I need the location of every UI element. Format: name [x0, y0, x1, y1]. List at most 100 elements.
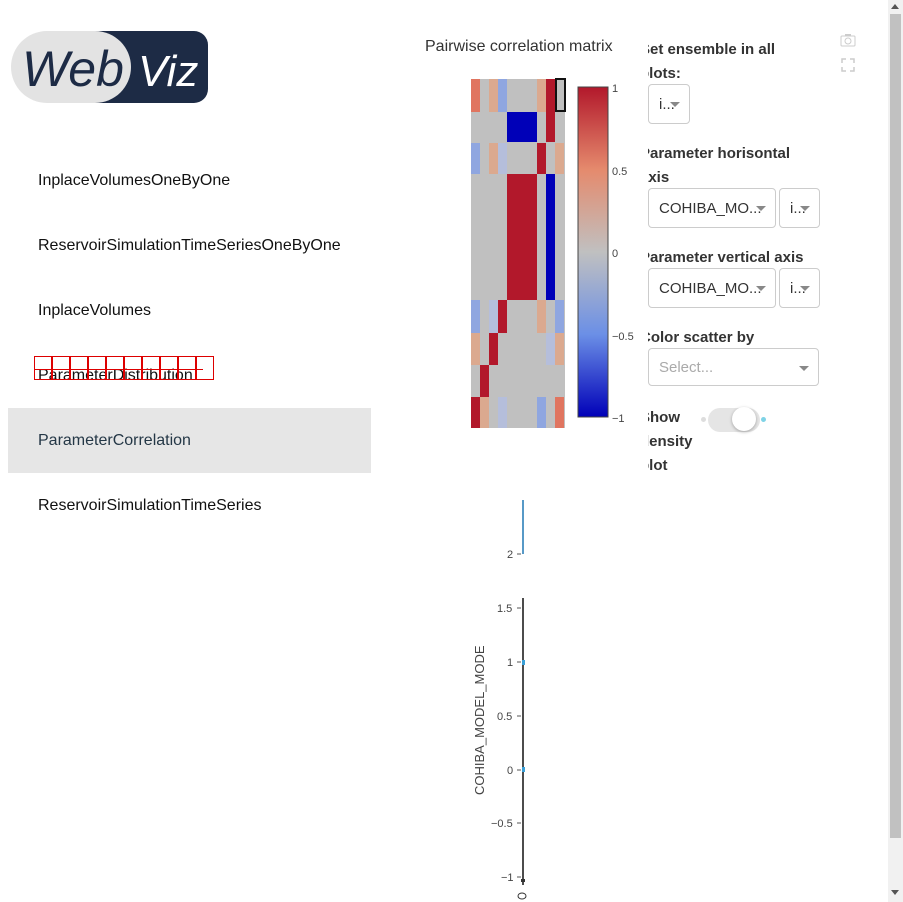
heatmap-cell[interactable] — [546, 174, 555, 300]
heatmap-cell[interactable] — [480, 365, 489, 397]
page-scrollbar[interactable] — [888, 0, 903, 902]
chevron-down-icon — [800, 286, 810, 291]
chevron-down-icon — [799, 366, 809, 371]
heatmap-cell[interactable] — [537, 143, 546, 174]
scatter-plot[interactable]: 2 1.5 1 0.5 0 −0.5 −1 COHIBA_MODEL_MODE — [470, 495, 540, 902]
y-tick-label: 1.5 — [497, 603, 512, 615]
sidebar-item-reservoir-sim[interactable]: ReservoirSimulationTimeSeries — [8, 473, 371, 538]
heatmap-cell[interactable] — [546, 112, 555, 142]
heatmap-cell[interactable] — [471, 143, 480, 174]
vertical-parameter-select[interactable]: COHIBA_MO... — [648, 268, 776, 308]
chevron-down-icon — [670, 102, 680, 107]
heatmap-cell[interactable] — [546, 79, 555, 112]
heatmap-cell[interactable] — [471, 79, 480, 112]
scroll-up-icon[interactable] — [891, 4, 899, 9]
heatmap-cell[interactable] — [537, 300, 546, 333]
heatmap-cell[interactable] — [489, 79, 498, 112]
sidebar-item-label: ReservoirSimulationTimeSeries — [38, 496, 262, 514]
debug-strike-line — [34, 368, 203, 370]
webviz-logo: Web Viz — [11, 31, 208, 103]
vertical-parameter-value: COHIBA_MO... — [659, 279, 762, 297]
colorbar-tick-label: 1 — [612, 84, 618, 95]
heatmap-cell[interactable] — [489, 143, 498, 174]
sidebar-item-label: InplaceVolumes — [38, 301, 151, 319]
y-tick-label: 0 — [507, 765, 513, 777]
fullscreen-icon[interactable] — [840, 57, 856, 73]
vertical-ensemble-select[interactable]: i... — [779, 268, 820, 308]
scrollbar-thumb[interactable] — [890, 14, 901, 838]
density-plot-toggle[interactable] — [708, 407, 760, 432]
heatmap-cell[interactable] — [489, 300, 498, 333]
heatmap-cell[interactable] — [546, 333, 555, 365]
horizontal-parameter-value: COHIBA_MO... — [659, 199, 762, 217]
y-tick-label: −1 — [501, 872, 514, 884]
scroll-down-icon[interactable] — [891, 890, 899, 895]
heatmap-cell[interactable] — [480, 79, 489, 112]
sidebar-item-inplace-volumes-onebyone[interactable]: InplaceVolumesOneByOne — [8, 148, 371, 213]
y-tick-label: 1 — [507, 657, 513, 669]
ensemble-select-value: i... — [659, 95, 675, 113]
heatmap-cell[interactable] — [555, 397, 564, 428]
chevron-down-icon — [756, 206, 766, 211]
toggle-off-dot — [701, 417, 706, 422]
colorbar-tick-label: 0.5 — [612, 166, 627, 178]
sidebar-item-reservoir-sim-onebyone[interactable]: ReservoirSimulationTimeSeriesOneByOne — [8, 213, 371, 278]
heatmap-cell[interactable] — [498, 300, 507, 333]
density-plot-label: Show density plot — [648, 409, 693, 474]
heatmap-cell[interactable] — [498, 143, 507, 174]
color-scatter-label: Color scatter by — [648, 329, 755, 346]
ensemble-select[interactable]: i... — [648, 84, 690, 124]
y-tick-label: 0.5 — [497, 711, 512, 723]
horizontal-axis-label: Parameter horisontal axis — [648, 145, 791, 186]
sidebar-item-parameter-distribution[interactable]: ParameterDistribution — [8, 343, 371, 408]
colorbar-tick-label: 0 — [612, 248, 618, 260]
heatmap-cell[interactable] — [471, 333, 480, 365]
heatmap-cell[interactable] — [471, 397, 480, 428]
colorbar: 1 0.5 0 −0.5 −1 — [577, 84, 634, 424]
heatmap-cell[interactable] — [537, 79, 546, 112]
heatmap-cell[interactable] — [471, 300, 480, 333]
sidebar-item-label: InplaceVolumesOneByOne — [38, 171, 231, 189]
heatmap-cell[interactable] — [555, 143, 564, 174]
camera-icon[interactable] — [840, 33, 856, 47]
heatmap-cell[interactable] — [498, 397, 507, 428]
toggle-on-dot — [761, 417, 766, 422]
sidebar-item-parameter-correlation[interactable]: ParameterCorrelation — [8, 408, 371, 473]
sidebar-item-label: ParameterCorrelation — [38, 431, 191, 449]
horizontal-parameter-select[interactable]: COHIBA_MO... — [648, 188, 776, 228]
horizontal-ensemble-select[interactable]: i... — [779, 188, 820, 228]
colorbar-gradient — [577, 86, 609, 418]
debug-outline-boxes — [34, 355, 214, 380]
vertical-axis-label: Parameter vertical axis — [648, 249, 804, 266]
heatmap-cell[interactable] — [471, 365, 480, 397]
plot-modebar — [840, 33, 856, 73]
heatmap-selected-cell — [555, 78, 566, 112]
heatmap-cell[interactable] — [537, 397, 546, 428]
color-scatter-select[interactable]: Select... — [648, 348, 819, 386]
heatmap-cell[interactable] — [555, 300, 564, 333]
sidebar-item-inplace-volumes[interactable]: InplaceVolumes — [8, 278, 371, 343]
logo-text-viz: Viz — [138, 47, 198, 96]
y-axis-title: COHIBA_MODEL_MODE — [472, 645, 487, 795]
sidebar-nav: InplaceVolumesOneByOne ReservoirSimulati… — [8, 148, 371, 538]
logo-text-web: Web — [22, 41, 124, 97]
horizontal-ensemble-value: i... — [790, 199, 806, 217]
scatter-point — [522, 767, 525, 772]
heatmap-title: Pairwise correlation matrix — [425, 38, 613, 55]
heatmap-cell[interactable] — [507, 174, 537, 300]
heatmap-cell[interactable] — [480, 397, 489, 428]
colorbar-tick-label: −0.5 — [612, 331, 634, 343]
sidebar-item-label-wrap: ParameterDistribution — [34, 355, 214, 385]
heatmap-cell[interactable] — [489, 333, 498, 365]
heatmap-cell[interactable] — [507, 79, 537, 112]
heatmap-cell[interactable] — [555, 333, 564, 365]
heatmap-cell[interactable] — [498, 79, 507, 112]
heatmap-cell[interactable] — [507, 112, 537, 142]
correlation-heatmap[interactable] — [470, 78, 566, 430]
ensemble-label: Set ensemble in all plots: — [648, 41, 776, 82]
chevron-down-icon — [756, 286, 766, 291]
colorbar-tick-label: −1 — [612, 413, 625, 424]
scatter-point — [522, 660, 525, 665]
toggle-knob — [732, 407, 756, 431]
chevron-down-icon — [800, 206, 810, 211]
